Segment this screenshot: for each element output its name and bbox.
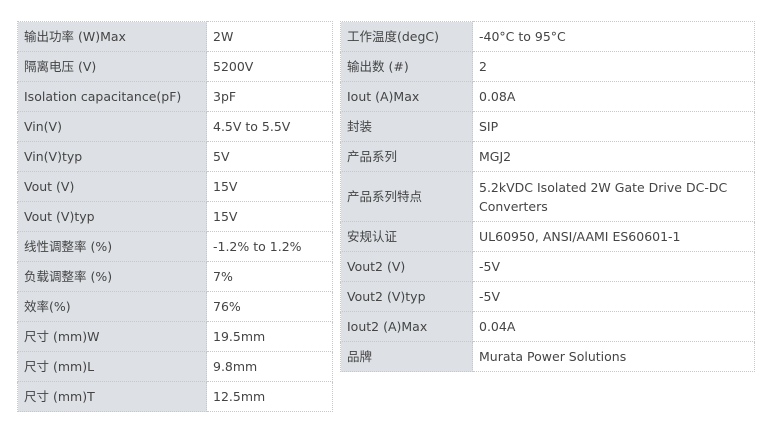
table-row: 隔离电压 (V) 5200V — [17, 51, 333, 82]
spec-value: -40°C to 95°C — [472, 21, 755, 52]
table-row: Vin(V) 4.5V to 5.5V — [17, 111, 333, 142]
spec-value: 7% — [206, 261, 333, 292]
spec-label: 品牌 — [340, 341, 473, 372]
spec-label: Vout2 (V)typ — [340, 281, 473, 312]
table-row: 尺寸 (mm)T 12.5mm — [17, 381, 333, 412]
spec-value: MGJ2 — [472, 141, 755, 172]
spec-value: Murata Power Solutions — [472, 341, 755, 372]
spec-value: 2W — [206, 21, 333, 52]
spec-label: 安规认证 — [340, 221, 473, 252]
spec-value: SIP — [472, 111, 755, 142]
spec-label: Vout2 (V) — [340, 251, 473, 282]
table-row: Vout2 (V)typ -5V — [340, 281, 755, 312]
spec-value: 76% — [206, 291, 333, 322]
table-row: Isolation capacitance(pF) 3pF — [17, 81, 333, 112]
spec-label: 封装 — [340, 111, 473, 142]
spec-label: 产品系列 — [340, 141, 473, 172]
spec-value: 19.5mm — [206, 321, 333, 352]
table-row: Vout2 (V) -5V — [340, 251, 755, 282]
spec-label: 尺寸 (mm)W — [17, 321, 207, 352]
spec-value: 4.5V to 5.5V — [206, 111, 333, 142]
spec-value: 12.5mm — [206, 381, 333, 412]
table-row: 工作温度(degC) -40°C to 95°C — [340, 21, 755, 52]
spec-value: -5V — [472, 281, 755, 312]
table-row: 输出数 (#) 2 — [340, 51, 755, 82]
spec-value: 5V — [206, 141, 333, 172]
spec-label: Vout (V) — [17, 171, 207, 202]
table-row: 效率(%) 76% — [17, 291, 333, 322]
table-row: Iout (A)Max 0.08A — [340, 81, 755, 112]
table-row: 尺寸 (mm)L 9.8mm — [17, 351, 333, 382]
spec-value: 3pF — [206, 81, 333, 112]
spec-value: -1.2% to 1.2% — [206, 231, 333, 262]
table-row: Vin(V)typ 5V — [17, 141, 333, 172]
spec-value: UL60950, ANSI/AAMI ES60601-1 — [472, 221, 755, 252]
table-row: 输出功率 (W)Max 2W — [17, 21, 333, 52]
spec-value: 5.2kVDC Isolated 2W Gate Drive DC-DC Con… — [472, 171, 755, 222]
spec-value: -5V — [472, 251, 755, 282]
spec-label: 负载调整率 (%) — [17, 261, 207, 292]
spec-value: 0.08A — [472, 81, 755, 112]
spec-label: Iout2 (A)Max — [340, 311, 473, 342]
spec-label: 产品系列特点 — [340, 171, 473, 222]
spec-label: Iout (A)Max — [340, 81, 473, 112]
table-row: Iout2 (A)Max 0.04A — [340, 311, 755, 342]
spec-value: 15V — [206, 171, 333, 202]
spec-table-left: 输出功率 (W)Max 2W 隔离电压 (V) 5200V Isolation capa… — [17, 21, 333, 412]
spec-label: Vout (V)typ — [17, 201, 207, 232]
table-row: 尺寸 (mm)W 19.5mm — [17, 321, 333, 352]
spec-label: Isolation capacitance(pF) — [17, 81, 207, 112]
spec-value: 15V — [206, 201, 333, 232]
spec-label: Vin(V) — [17, 111, 207, 142]
spec-label: 线性调整率 (%) — [17, 231, 207, 262]
spec-value: 0.04A — [472, 311, 755, 342]
table-row: 负载调整率 (%) 7% — [17, 261, 333, 292]
table-row: 封装 SIP — [340, 111, 755, 142]
table-row: Vout (V) 15V — [17, 171, 333, 202]
spec-label: 输出功率 (W)Max — [17, 21, 207, 52]
table-row: Vout (V)typ 15V — [17, 201, 333, 232]
spec-label: 工作温度(degC) — [340, 21, 473, 52]
table-row: 产品系列 MGJ2 — [340, 141, 755, 172]
table-row: 产品系列特点 5.2kVDC Isolated 2W Gate Drive DC-… — [340, 171, 755, 222]
spec-label: 尺寸 (mm)T — [17, 381, 207, 412]
spec-label: 隔离电压 (V) — [17, 51, 207, 82]
spec-table-right: 工作温度(degC) -40°C to 95°C 输出数 (#) 2 Iout (A)M… — [340, 21, 755, 372]
spec-label: Vin(V)typ — [17, 141, 207, 172]
table-row: 品牌 Murata Power Solutions — [340, 341, 755, 372]
table-row: 安规认证 UL60950, ANSI/AAMI ES60601-1 — [340, 221, 755, 252]
spec-label: 尺寸 (mm)L — [17, 351, 207, 382]
spec-label: 输出数 (#) — [340, 51, 473, 82]
spec-value: 9.8mm — [206, 351, 333, 382]
spec-value: 5200V — [206, 51, 333, 82]
spec-value: 2 — [472, 51, 755, 82]
spec-label: 效率(%) — [17, 291, 207, 322]
table-row: 线性调整率 (%) -1.2% to 1.2% — [17, 231, 333, 262]
